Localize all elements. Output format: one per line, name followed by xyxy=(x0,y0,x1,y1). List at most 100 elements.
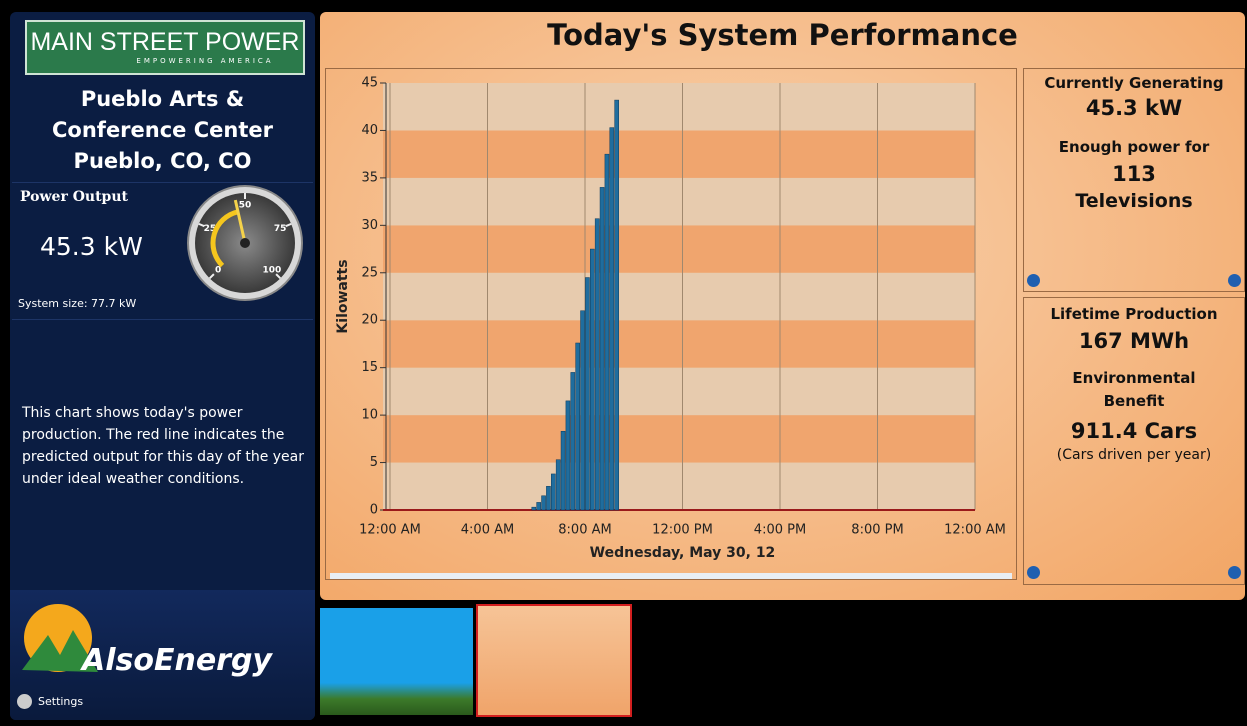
gauge-tick-label: 0 xyxy=(215,265,221,275)
gauge-tick xyxy=(285,222,292,228)
x-tick-label: 12:00 AM xyxy=(944,523,1006,538)
power-box xyxy=(12,182,313,320)
tagline: EMPOWERING AMERICA xyxy=(136,57,274,65)
chart-title: Today's System Performance xyxy=(547,18,1018,52)
site-line: Conference Center xyxy=(52,118,273,142)
x-tick-label: 4:00 AM xyxy=(461,523,514,538)
prev-button[interactable] xyxy=(1027,274,1040,287)
gauge-needle xyxy=(233,199,247,244)
grid-band xyxy=(383,83,975,131)
mountain xyxy=(22,630,98,672)
bar xyxy=(575,342,580,511)
current-value: 45.3 kW xyxy=(1085,96,1183,120)
gauge-hub xyxy=(240,238,250,248)
settings-icon[interactable] xyxy=(17,694,32,709)
gauge-tick-label: 100 xyxy=(262,265,281,275)
next-button[interactable] xyxy=(1228,274,1241,287)
bar xyxy=(609,127,615,511)
x-tick-label: 4:00 PM xyxy=(754,523,806,538)
current-heading: Currently Generating xyxy=(1044,74,1224,92)
footer-brand: AlsoEnergy xyxy=(82,643,272,678)
lifetime-value: 167 MWh xyxy=(1078,329,1190,353)
bar xyxy=(580,310,585,511)
lifetime-count: 911.4 Cars xyxy=(1070,419,1198,443)
power-label: Power Output xyxy=(20,189,128,205)
bar xyxy=(599,187,605,511)
system-size: System size: 77.7 kW xyxy=(18,297,137,310)
current-count: 113 xyxy=(1112,162,1156,186)
y-tick-label: 35 xyxy=(361,170,378,185)
bar xyxy=(560,430,566,511)
bar xyxy=(604,153,610,511)
sun-logo xyxy=(22,604,98,672)
site-location: Pueblo, CO, CO xyxy=(73,149,252,173)
gauge-tick-label: 75 xyxy=(274,224,287,234)
grid-band xyxy=(383,225,975,273)
grid-band xyxy=(383,462,975,510)
y-tick-label: 0 xyxy=(370,503,378,518)
lifetime-panel: Lifetime Production 167 MWh Environmenta… xyxy=(1023,297,1245,585)
y-tick-label: 20 xyxy=(361,313,378,328)
chart: 0 5 10 15 20 25 30 35 40 45 12:00 AM 4:00 AM 8:00 AM… xyxy=(330,76,1012,579)
grid-band xyxy=(383,272,975,321)
lifetime-sub: Environmental Benefit xyxy=(1024,367,1244,413)
settings[interactable]: Settings xyxy=(38,695,84,708)
bar xyxy=(555,459,561,511)
grid-band xyxy=(383,130,975,178)
y-tick-label: 30 xyxy=(361,218,378,233)
current-panel: Currently Generating 45.3 kW Enough powe… xyxy=(1023,68,1245,292)
bar xyxy=(614,99,619,511)
x-tick-label: 12:00 PM xyxy=(652,523,713,538)
bar xyxy=(531,506,537,511)
bar xyxy=(590,248,595,511)
gauge-tick xyxy=(208,273,215,280)
scrollbar xyxy=(330,573,1012,579)
prev-button[interactable] xyxy=(1027,566,1040,579)
site-line: Pueblo Arts & xyxy=(80,87,245,111)
bar xyxy=(585,277,590,511)
bar xyxy=(565,400,571,511)
brand-logo: MAIN STREET POWER EMPOWERING AMERICA xyxy=(25,20,305,75)
lifetime-note: (Cars driven per year) xyxy=(1056,447,1212,463)
y-tick-label: 40 xyxy=(361,123,378,138)
x-tick-label: 8:00 PM xyxy=(851,523,903,538)
current-unit: Televisions xyxy=(1075,190,1193,212)
y-tick-label: 5 xyxy=(370,455,378,470)
bar xyxy=(594,218,600,511)
current-sub: Enough power for xyxy=(1058,138,1210,156)
site-name: Pueblo Arts & Conference Center Pueblo, … xyxy=(10,84,315,177)
brand: MAIN STREET POWER xyxy=(30,28,300,56)
grid-band xyxy=(383,415,975,463)
gauge-tick xyxy=(275,273,282,280)
chart-frame xyxy=(325,68,1017,580)
thumbnail[interactable] xyxy=(320,608,473,715)
bar xyxy=(536,502,541,511)
bar xyxy=(551,473,556,511)
thumbnail-active[interactable] xyxy=(476,604,632,717)
y-axis-title: Kilowatts xyxy=(335,259,351,333)
lifetime-heading: Lifetime Production xyxy=(1050,305,1218,323)
gauge-tick-label: 25 xyxy=(204,224,217,234)
grid-band xyxy=(383,367,975,416)
gauge-tick-label: 50 xyxy=(239,201,252,211)
power-value: 45.3 kW xyxy=(40,232,143,261)
grid-band xyxy=(383,320,975,368)
y-tick-label: 10 xyxy=(361,408,378,423)
bar xyxy=(570,372,576,511)
grid-band xyxy=(383,177,975,226)
gauge: 0 25 50 75 100 xyxy=(187,185,303,301)
lifetime-sub-line: Benefit xyxy=(1103,392,1165,410)
bar xyxy=(541,495,546,511)
x-tick-label: 12:00 AM xyxy=(359,523,421,538)
x-axis-title: Wednesday, May 30, 12 xyxy=(590,545,776,561)
gauge-tick xyxy=(198,222,205,228)
gauge-arc xyxy=(210,209,239,268)
y-tick-label: 45 xyxy=(361,76,378,91)
x-tick-label: 8:00 AM xyxy=(558,523,611,538)
next-button[interactable] xyxy=(1228,566,1241,579)
y-tick-label: 25 xyxy=(361,265,378,280)
y-tick-label: 15 xyxy=(361,360,378,375)
bar xyxy=(546,486,551,511)
lifetime-sub-line: Environmental xyxy=(1072,369,1196,387)
